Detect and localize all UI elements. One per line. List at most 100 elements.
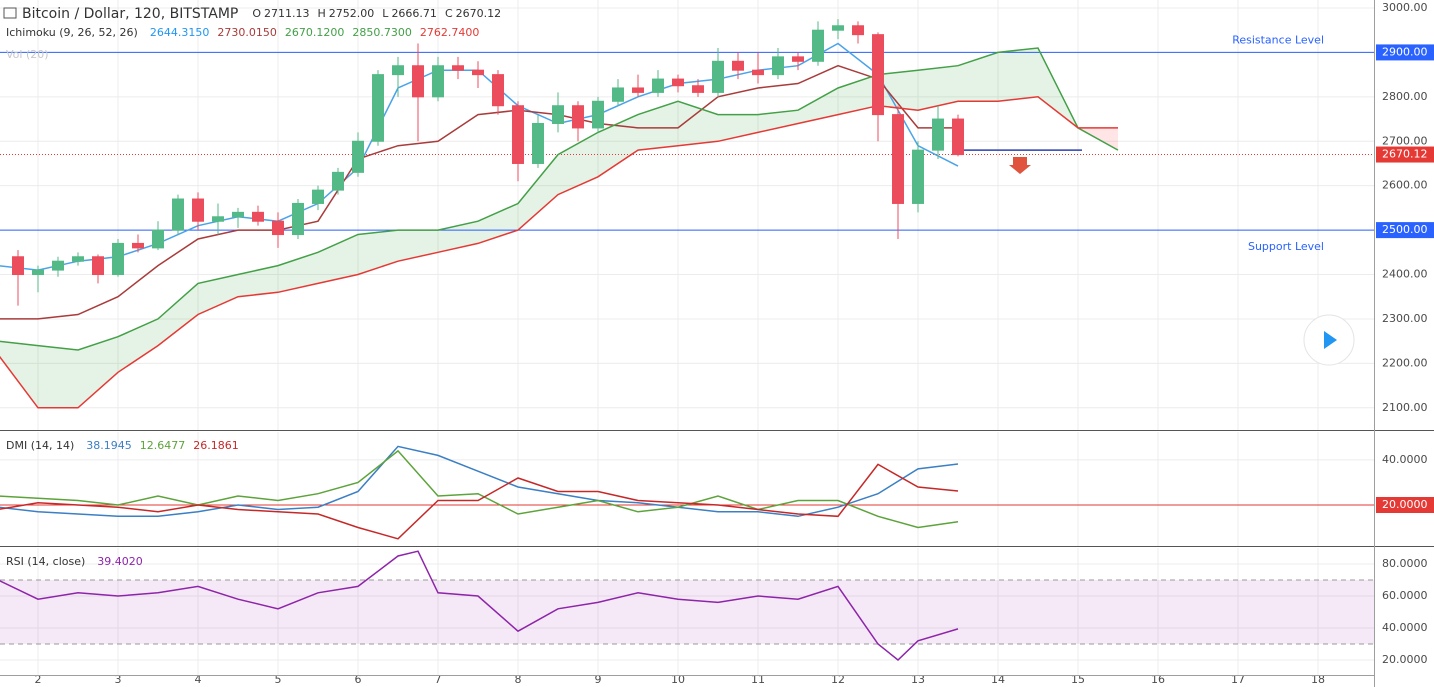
cloud-segment (878, 70, 918, 111)
candle-body (12, 256, 24, 276)
candle-body (112, 242, 124, 276)
x-tick-label: 3 (115, 673, 122, 686)
candle-body (32, 269, 44, 276)
candle-body (932, 118, 944, 151)
level-name: Resistance Level (1232, 33, 1324, 46)
pane-value: 38.1945 (86, 439, 132, 452)
x-tick-label: 16 (1151, 673, 1165, 686)
candle-body (252, 211, 264, 222)
volume-label: Vol (20) (6, 48, 49, 61)
header-text: C (445, 7, 453, 20)
cloud-segment (38, 345, 78, 408)
y-tick-label: 40.0000 (1382, 621, 1428, 634)
cloud-segment (318, 234, 358, 284)
header-text: 2644.3150 (150, 26, 210, 39)
candle-body (512, 105, 524, 164)
cloud-segment (718, 114, 758, 142)
candle-body (492, 74, 504, 107)
candle-body (772, 56, 784, 76)
candle-body (892, 114, 904, 204)
candle-body (432, 65, 444, 98)
cloud-segment (958, 52, 998, 102)
candle-body (872, 34, 884, 116)
candle-body (692, 85, 704, 93)
candle-body (212, 216, 224, 222)
candle-body (592, 100, 604, 129)
header-text: O (252, 7, 261, 20)
cloud-segment (358, 230, 398, 275)
header-text: 2850.7300 (352, 26, 412, 39)
cloud-segment (918, 65, 958, 111)
cloud-segment (558, 132, 598, 195)
price-tag-label: 20.0000 (1382, 498, 1428, 511)
pane-value: 26.1861 (193, 439, 239, 452)
candle-body (912, 149, 924, 204)
play-button[interactable] (1303, 314, 1355, 366)
header-text: L (382, 7, 389, 20)
pane-value: 39.4020 (97, 555, 143, 568)
cloud-segment (998, 48, 1038, 102)
level-name: Support Level (1248, 240, 1324, 253)
cloud-segment (598, 114, 638, 177)
candle-body (72, 256, 84, 262)
series-line (0, 550, 959, 661)
x-tick-label: 8 (515, 673, 522, 686)
header-text: Bitcoin / Dollar, 120, BITSTAMP (22, 6, 238, 22)
candle-body (132, 242, 144, 249)
cloud-segment (118, 318, 158, 373)
y-tick-label: 2200.00 (1382, 356, 1428, 369)
y-tick-label: 60.0000 (1382, 589, 1428, 602)
price-tag (1376, 496, 1434, 513)
y-tick-label: 20.0000 (1382, 653, 1428, 666)
cloud-segment (758, 110, 798, 133)
header-text: 2730.0150 (217, 26, 277, 39)
symbol-icon (3, 7, 17, 19)
y-tick-label: 2800.00 (1382, 90, 1428, 103)
price-tag (1376, 44, 1434, 61)
candle-body (952, 118, 964, 156)
candle-body (472, 69, 484, 76)
y-tick-label: 2700.00 (1382, 134, 1428, 147)
candle-body (412, 65, 424, 98)
candle-body (752, 69, 764, 76)
pane-title: RSI (14, close) (6, 555, 85, 568)
header-text: 2762.7400 (420, 26, 480, 39)
x-tick-label: 5 (275, 673, 282, 686)
x-tick-label: 15 (1071, 673, 1085, 686)
y-tick-label: 40.0000 (1382, 453, 1428, 466)
x-tick-label: 7 (435, 673, 442, 686)
candle-body (172, 198, 184, 231)
candle-body (272, 220, 284, 236)
header-text: 2670.12 (456, 7, 502, 20)
y-tick-label: 2100.00 (1382, 401, 1428, 414)
price-tag (1376, 146, 1434, 163)
price-tag-label: 2500.00 (1382, 223, 1428, 236)
header-text: Ichimoku (9, 26, 52, 26) (6, 26, 138, 39)
series-line (0, 463, 959, 540)
rsi-band (0, 579, 1374, 644)
x-tick-label: 10 (671, 673, 685, 686)
series-line (0, 449, 959, 529)
cloud-segment (518, 154, 558, 231)
y-tick-label: 80.0000 (1382, 557, 1428, 570)
header-text: 2711.13 (264, 7, 310, 20)
x-tick-label: 2 (35, 673, 42, 686)
price-tag-label: 2900.00 (1382, 45, 1428, 58)
cloud-segment (838, 74, 878, 115)
candle-body (352, 140, 364, 173)
header-text: 2666.71 (391, 7, 437, 20)
x-tick-label: 17 (1231, 673, 1245, 686)
candle-body (832, 25, 844, 31)
cloud-segment (398, 230, 438, 262)
candle-body (452, 65, 464, 71)
candle-body (52, 260, 64, 271)
y-tick-label: 3000.00 (1382, 1, 1428, 14)
cloud-segment (798, 88, 838, 124)
play-icon[interactable] (1324, 331, 1337, 349)
candle-body (312, 189, 324, 204)
x-tick-label: 4 (195, 673, 202, 686)
pane-title: DMI (14, 14) (6, 439, 74, 452)
candle-body (232, 211, 244, 218)
candle-body (612, 87, 624, 102)
